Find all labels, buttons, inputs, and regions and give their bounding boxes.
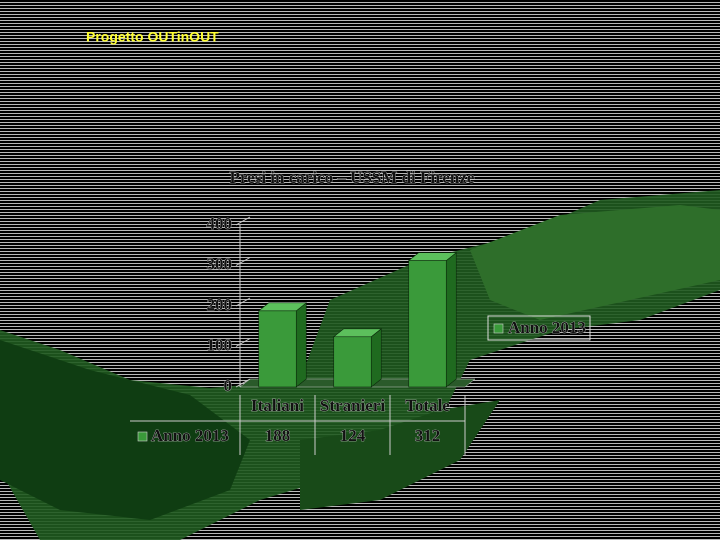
tick-mark <box>235 297 251 307</box>
x-tick-label: Stranieri <box>320 396 385 415</box>
bar <box>258 310 297 388</box>
table-value: 188 <box>265 426 291 445</box>
y-tick-label: 200 <box>207 295 233 314</box>
tick-mark <box>235 257 251 266</box>
tick-mark <box>235 338 251 347</box>
legend-label: Anno 2013 <box>508 318 586 337</box>
bar-side <box>370 328 382 388</box>
legend-key <box>493 323 504 334</box>
table-value: 312 <box>415 426 441 445</box>
x-tick-label: Totale <box>405 396 450 415</box>
tick-mark <box>235 378 251 388</box>
y-tick-label: 0 <box>224 376 233 395</box>
x-tick-label: Italiani <box>251 396 304 415</box>
bar-side <box>445 252 457 388</box>
project-label: Progetto OUTinOUT <box>86 29 219 45</box>
table-value: 124 <box>340 426 366 445</box>
y-tick-label: 300 <box>207 254 233 273</box>
tick-mark <box>235 216 251 226</box>
bar <box>408 260 447 388</box>
table-series-name: Anno 2013 <box>151 426 229 445</box>
y-tick-label: 400 <box>207 214 233 233</box>
table-legend-key <box>137 431 148 442</box>
bar-side <box>295 302 307 388</box>
legend-box <box>487 315 591 341</box>
bar <box>333 336 372 388</box>
chart-title: Presi in carico – USSM di Firenze <box>230 168 475 187</box>
y-tick-label: 100 <box>207 335 233 354</box>
